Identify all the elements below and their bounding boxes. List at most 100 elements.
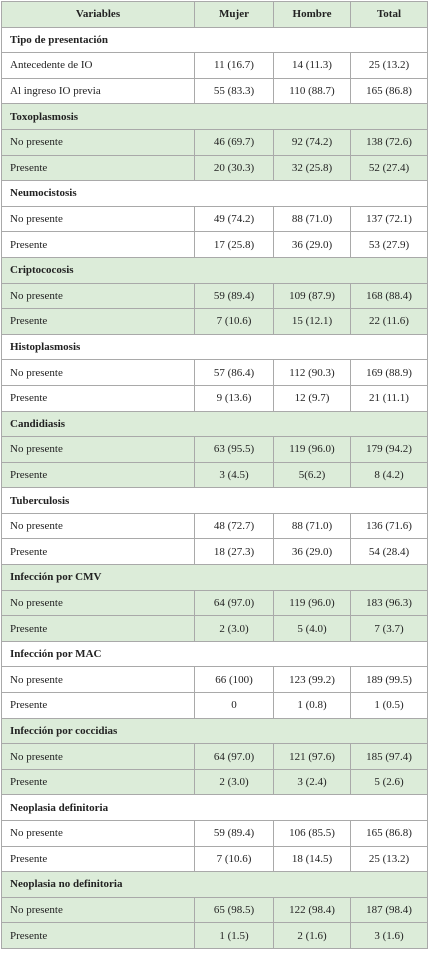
- cell-mujer: 65 (98.5): [194, 896, 274, 924]
- cell-total: 138 (72.6): [350, 128, 428, 156]
- cell-hombre: 15 (12.1): [273, 308, 351, 335]
- cell-total: 187 (98.4): [350, 896, 428, 924]
- table-row: Presente 7 (10.6) 18 (14.5) 25 (13.2): [1, 845, 428, 873]
- row-label: No presente: [1, 666, 195, 694]
- table-row: Presente 9 (13.6) 12 (9.7) 21 (11.1): [1, 384, 428, 412]
- cell-mujer: 59 (89.4): [194, 820, 274, 847]
- cell-hombre: 32 (25.8): [273, 154, 351, 182]
- cell-hombre: 12 (9.7): [273, 384, 351, 412]
- cell-total: 3 (1.6): [350, 922, 428, 949]
- row-label: Presente: [1, 154, 195, 182]
- row-label: No presente: [1, 282, 195, 310]
- cell-mujer: 59 (89.4): [194, 282, 274, 310]
- row-label: No presente: [1, 820, 195, 847]
- group-header-row: Toxoplasmosis: [1, 103, 428, 130]
- row-label: No presente: [1, 436, 195, 463]
- cell-mujer: 0: [194, 692, 274, 719]
- cell-hombre: 2 (1.6): [273, 922, 351, 949]
- cell-total: 136 (71.6): [350, 512, 428, 540]
- group-title: Infección por MAC: [1, 640, 428, 668]
- cell-hombre: 92 (74.2): [273, 128, 351, 156]
- cell-hombre: 122 (98.4): [273, 896, 351, 924]
- table-row: Presente 0 1 (0.8) 1 (0.5): [1, 692, 428, 719]
- cell-hombre: 88 (71.0): [273, 205, 351, 233]
- cell-mujer: 9 (13.6): [194, 384, 274, 412]
- cell-mujer: 49 (74.2): [194, 205, 274, 233]
- cell-hombre: 5 (4.0): [273, 615, 351, 642]
- cell-hombre: 112 (90.3): [273, 359, 351, 386]
- group-title: Candidiasis: [1, 410, 428, 438]
- group-header-row: Neumocistosis: [1, 180, 428, 207]
- cell-hombre: 121 (97.6): [273, 743, 351, 770]
- table-row: Al ingreso IO previa 55 (83.3) 110 (88.7) 1…: [1, 77, 428, 105]
- row-label: No presente: [1, 359, 195, 386]
- cell-total: 52 (27.4): [350, 154, 428, 182]
- cell-mujer: 48 (72.7): [194, 512, 274, 540]
- group-header-row: Candidiasis: [1, 410, 428, 438]
- cell-hombre: 5(6.2): [273, 461, 351, 489]
- table-row: Presente 2 (3.0) 5 (4.0) 7 (3.7): [1, 615, 428, 642]
- group-header-row: Histoplasmosis: [1, 333, 428, 361]
- cell-mujer: 20 (30.3): [194, 154, 274, 182]
- row-label: Al ingreso IO previa: [1, 77, 195, 105]
- row-label: No presente: [1, 128, 195, 156]
- table-row: No presente 59 (89.4) 106 (85.5) 165 (86.8): [1, 820, 428, 847]
- cell-hombre: 106 (85.5): [273, 820, 351, 847]
- row-label: No presente: [1, 205, 195, 233]
- cell-total: 54 (28.4): [350, 538, 428, 566]
- table-row: No presente 46 (69.7) 92 (74.2) 138 (72.6): [1, 128, 428, 156]
- cell-total: 5 (2.6): [350, 768, 428, 796]
- table-row: No presente 65 (98.5) 122 (98.4) 187 (98.4): [1, 896, 428, 924]
- table-row: Presente 2 (3.0) 3 (2.4) 5 (2.6): [1, 768, 428, 796]
- group-header-row: Infección por CMV: [1, 564, 428, 591]
- group-header-row: Tipo de presentación: [1, 26, 428, 54]
- cell-total: 21 (11.1): [350, 384, 428, 412]
- cell-mujer: 3 (4.5): [194, 461, 274, 489]
- row-label: Presente: [1, 308, 195, 335]
- cell-total: 179 (94.2): [350, 436, 428, 463]
- table-row: Presente 17 (25.8) 36 (29.0) 53 (27.9): [1, 231, 428, 258]
- cell-hombre: 36 (29.0): [273, 231, 351, 258]
- group-header-row: Criptococosis: [1, 256, 428, 284]
- cell-mujer: 63 (95.5): [194, 436, 274, 463]
- row-label: Presente: [1, 768, 195, 796]
- header-total: Total: [350, 1, 428, 28]
- row-label: Presente: [1, 922, 195, 949]
- cell-total: 8 (4.2): [350, 461, 428, 489]
- cell-total: 53 (27.9): [350, 231, 428, 258]
- cell-hombre: 119 (96.0): [273, 589, 351, 617]
- row-label: Presente: [1, 538, 195, 566]
- cell-total: 22 (11.6): [350, 308, 428, 335]
- table-row: No presente 64 (97.0) 119 (96.0) 183 (96.3): [1, 589, 428, 617]
- cell-hombre: 109 (87.9): [273, 282, 351, 310]
- table-row: Presente 20 (30.3) 32 (25.8) 52 (27.4): [1, 154, 428, 182]
- cell-hombre: 88 (71.0): [273, 512, 351, 540]
- cell-total: 137 (72.1): [350, 205, 428, 233]
- group-title: Toxoplasmosis: [1, 103, 428, 130]
- group-title: Tipo de presentación: [1, 26, 428, 54]
- table-row: Presente 7 (10.6) 15 (12.1) 22 (11.6): [1, 308, 428, 335]
- group-title: Neoplasia no definitoria: [1, 871, 428, 898]
- cell-mujer: 66 (100): [194, 666, 274, 694]
- cell-hombre: 3 (2.4): [273, 768, 351, 796]
- group-title: Neumocistosis: [1, 180, 428, 207]
- cell-total: 189 (99.5): [350, 666, 428, 694]
- table-body: Tipo de presentación Antecedente de IO 11 …: [1, 26, 428, 949]
- group-header-row: Infección por MAC: [1, 640, 428, 668]
- cell-total: 1 (0.5): [350, 692, 428, 719]
- table-row: No presente 49 (74.2) 88 (71.0) 137 (72.1): [1, 205, 428, 233]
- table-row: No presente 57 (86.4) 112 (90.3) 169 (88.9): [1, 359, 428, 386]
- cell-total: 165 (86.8): [350, 820, 428, 847]
- header-mujer: Mujer: [194, 1, 274, 28]
- row-label: Presente: [1, 845, 195, 873]
- row-label: No presente: [1, 512, 195, 540]
- row-label: No presente: [1, 896, 195, 924]
- cell-mujer: 64 (97.0): [194, 589, 274, 617]
- cell-mujer: 2 (3.0): [194, 768, 274, 796]
- row-label: Antecedente de IO: [1, 52, 195, 79]
- row-label: No presente: [1, 589, 195, 617]
- header-hombre: Hombre: [273, 1, 351, 28]
- group-header-row: Tuberculosis: [1, 487, 428, 514]
- row-label: Presente: [1, 692, 195, 719]
